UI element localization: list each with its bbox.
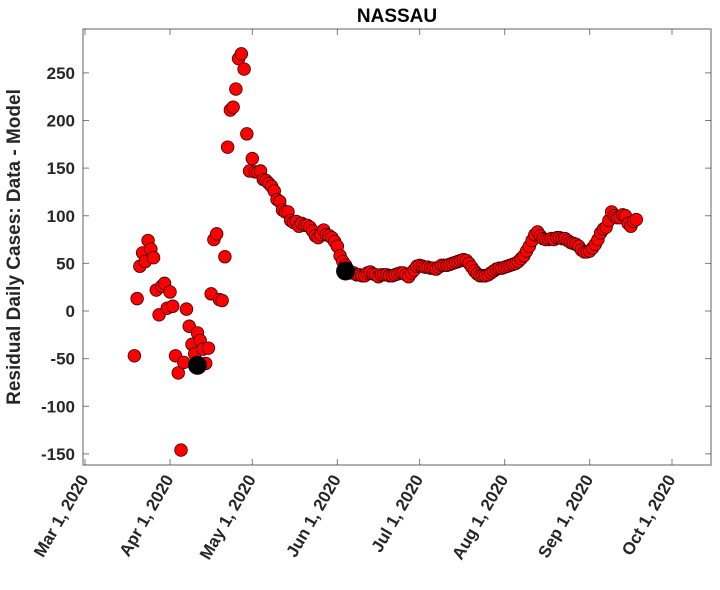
- data-point: [166, 299, 180, 313]
- highlight-point: [336, 261, 356, 281]
- x-tick-label: Jun 1, 2020: [283, 472, 345, 561]
- x-tick-label: Apr 1, 2020: [116, 472, 178, 560]
- y-tick-label: 200: [47, 112, 75, 131]
- data-point: [229, 82, 243, 96]
- x-tick-label: Oct 1, 2020: [618, 472, 679, 559]
- data-point: [237, 62, 251, 76]
- y-tick-label: 50: [56, 254, 75, 273]
- chart-title: NASSAU: [357, 6, 437, 27]
- x-tick-label: Jul 1, 2020: [368, 472, 427, 556]
- data-point: [215, 293, 229, 308]
- data-point: [201, 341, 216, 355]
- data-point: [209, 227, 224, 241]
- data-point: [179, 302, 194, 316]
- data-point: [127, 349, 142, 363]
- y-tick-label: -50: [50, 350, 75, 369]
- data-point: [163, 285, 177, 299]
- data-point: [234, 47, 249, 61]
- data-point: [218, 250, 232, 264]
- y-tick-label: 0: [66, 302, 75, 321]
- y-tick-label: 250: [47, 64, 75, 83]
- y-axis-label: Residual Daily Cases: Data - Model: [4, 89, 25, 405]
- x-tick-labels: Mar 1, 2020 Apr 1, 2020 May 1, 2020 Jun 1, …: [30, 471, 679, 562]
- data-point: [130, 291, 144, 306]
- data-point: [220, 140, 235, 154]
- data-point: [146, 250, 161, 265]
- y-tick-labels: -150 -100 -50 0 50 100 150 200 250: [41, 64, 75, 464]
- y-tick-label: 100: [47, 207, 75, 226]
- y-tick-label: -150: [41, 445, 75, 464]
- axis-ticks: [83, 29, 711, 465]
- x-tick-label: Mar 1, 2020: [30, 472, 92, 561]
- x-tick-label: May 1, 2020: [196, 472, 260, 563]
- data-point: [629, 212, 644, 227]
- plot-area: [82, 28, 712, 466]
- data-points: [127, 47, 644, 457]
- y-tick-label: -100: [41, 397, 75, 416]
- highlight-point: [187, 355, 207, 375]
- data-point: [171, 366, 185, 380]
- x-tick-label: Aug 1, 2020: [448, 471, 512, 562]
- x-tick-label: Sep 1, 2020: [534, 472, 597, 562]
- data-point: [174, 443, 188, 457]
- data-point: [245, 151, 260, 166]
- y-tick-label: 150: [47, 159, 75, 178]
- data-point: [240, 127, 254, 141]
- axes-box: [82, 28, 712, 466]
- data-point: [226, 100, 240, 114]
